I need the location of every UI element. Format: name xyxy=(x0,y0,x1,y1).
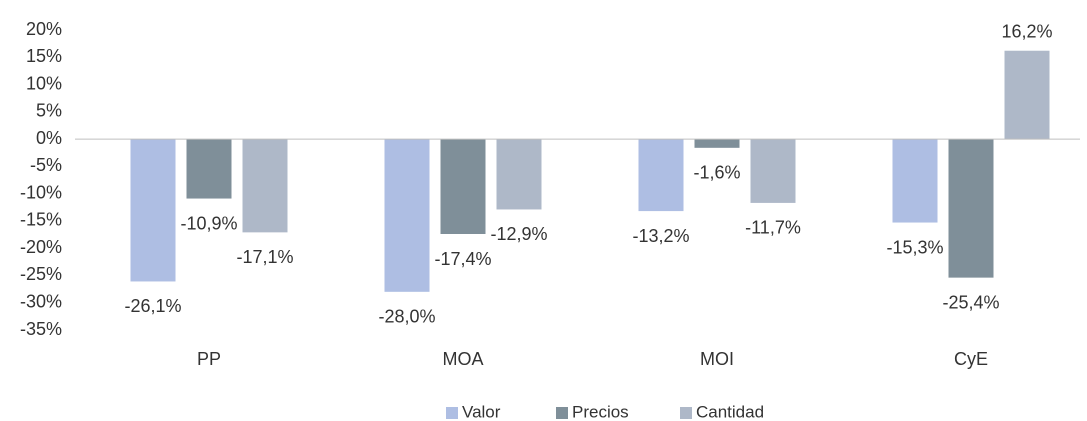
data-label: -17,4% xyxy=(434,249,491,269)
legend-label: Precios xyxy=(572,402,629,421)
data-label: -26,1% xyxy=(124,296,181,316)
data-label: -13,2% xyxy=(632,226,689,246)
bar xyxy=(496,139,542,210)
y-tick-label: -35% xyxy=(20,319,62,339)
y-tick-label: 5% xyxy=(36,101,62,121)
data-label: -10,9% xyxy=(180,213,237,233)
data-label: 16,2% xyxy=(1001,21,1052,41)
data-label: -28,0% xyxy=(378,307,435,327)
data-label: -15,3% xyxy=(886,237,943,257)
bar xyxy=(440,139,486,234)
y-tick-label: -25% xyxy=(20,264,62,284)
bar xyxy=(694,139,740,148)
bar xyxy=(892,139,938,223)
legend-label: Cantidad xyxy=(696,402,764,421)
data-label: -11,7% xyxy=(745,218,801,238)
x-tick-label: CyE xyxy=(954,349,988,369)
bar xyxy=(948,139,994,278)
bar xyxy=(242,139,288,233)
bar xyxy=(750,139,796,203)
bar xyxy=(1004,50,1050,140)
y-tick-label: 0% xyxy=(36,128,62,148)
y-tick-label: -30% xyxy=(20,291,62,311)
bar xyxy=(186,139,232,199)
legend-swatch xyxy=(556,407,568,419)
data-label: -25,4% xyxy=(942,292,999,312)
y-tick-label: 10% xyxy=(26,73,62,93)
legend-swatch xyxy=(446,407,458,419)
x-tick-label: MOI xyxy=(700,349,734,369)
y-tick-label: -20% xyxy=(20,237,62,257)
bar xyxy=(638,139,684,212)
data-label: -17,1% xyxy=(236,247,293,267)
y-tick-label: -10% xyxy=(20,182,62,202)
legend-swatch xyxy=(680,407,692,419)
data-label: -12,9% xyxy=(490,224,547,244)
data-label: -1,6% xyxy=(693,163,740,183)
y-tick-label: 15% xyxy=(26,46,62,66)
y-tick-label: -15% xyxy=(20,210,62,230)
legend-label: Valor xyxy=(462,402,501,421)
y-tick-label: -5% xyxy=(30,155,62,175)
x-tick-label: PP xyxy=(197,349,221,369)
x-tick-label: MOA xyxy=(442,349,483,369)
bar xyxy=(130,139,176,282)
y-tick-label: 20% xyxy=(26,19,62,39)
bar xyxy=(384,139,430,292)
